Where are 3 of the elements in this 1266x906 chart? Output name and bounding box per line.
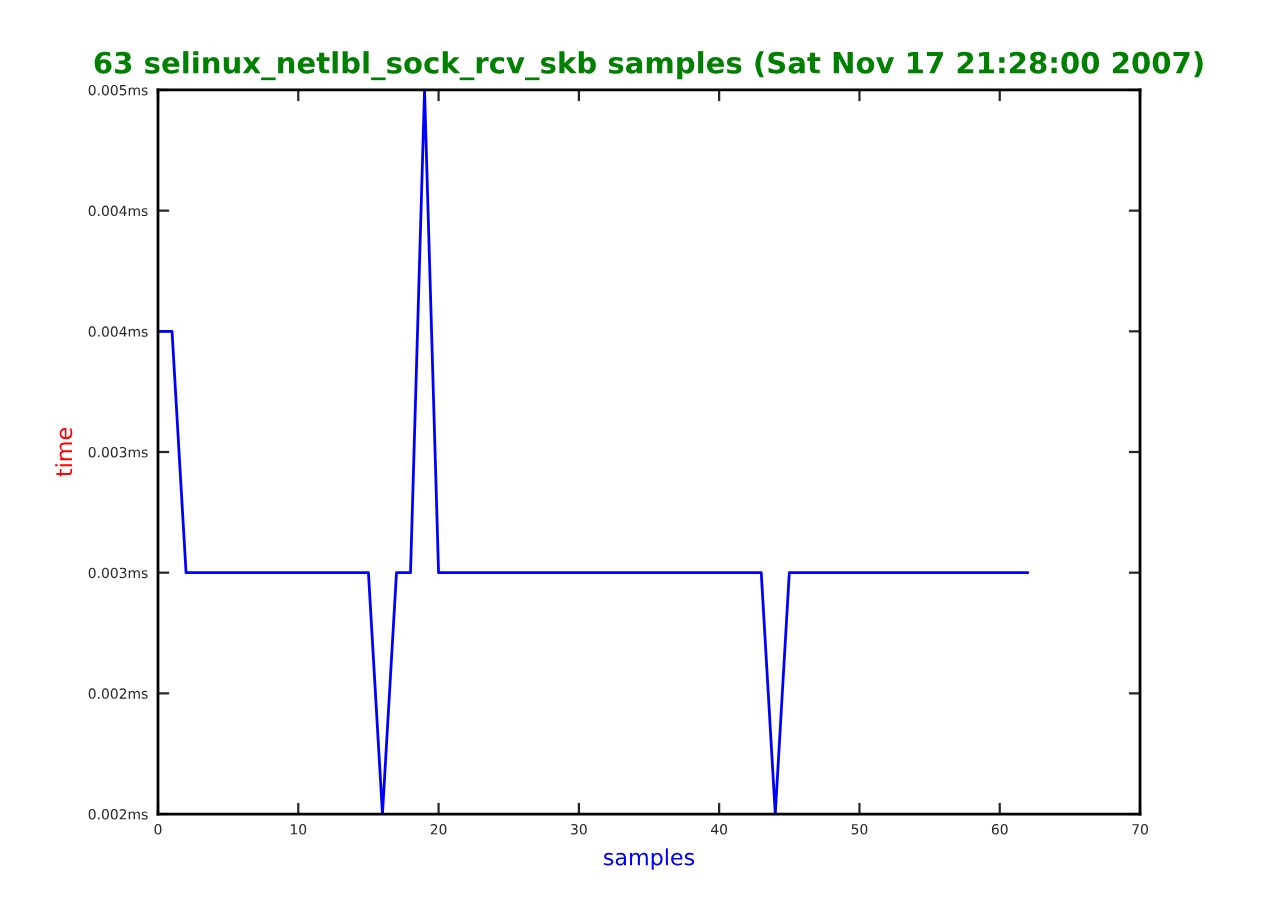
x-axis-title: samples <box>604 848 695 870</box>
y-axis-title: time <box>55 428 73 477</box>
chart-title: 63 selinux_netlbl_sock_rcv_skb samples (Sat Nov 17 21:28:00 2007) <box>94 51 1203 81</box>
